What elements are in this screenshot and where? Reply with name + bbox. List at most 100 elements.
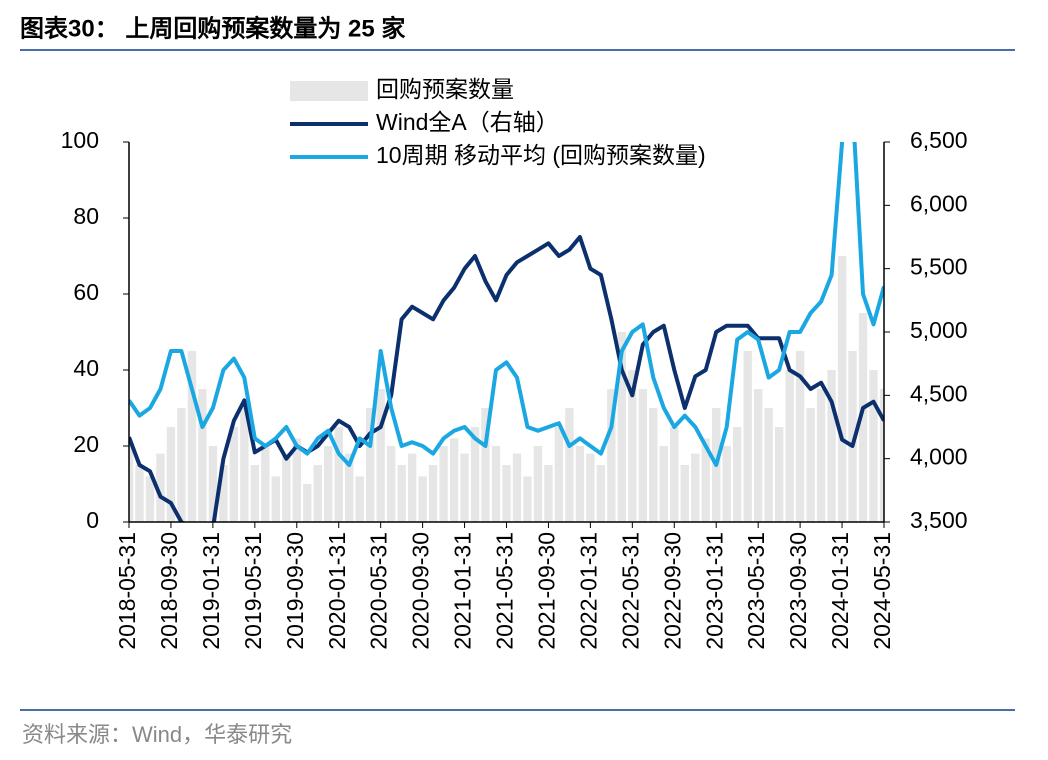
bar [565,408,574,522]
bar [575,446,585,522]
bar [753,389,763,522]
bar [680,465,689,522]
legend-label: Wind全A（右轴） [376,109,559,135]
bar [607,389,616,522]
bar [722,446,731,522]
x-tick-label: 2024-05-31 [869,532,895,650]
bar [764,408,773,522]
bar [282,453,291,522]
x-tick-label: 2018-09-30 [156,532,182,650]
bar [502,465,511,522]
bar [670,427,679,522]
legend-label: 回购预案数量 [376,76,514,102]
x-tick-label: 2023-05-31 [743,532,769,650]
y2-tick-label: 5,500 [910,254,968,280]
bar [533,446,543,522]
bar [470,427,480,522]
bar [691,453,700,522]
bar [229,427,239,522]
x-tick-label: 2023-09-30 [785,532,811,650]
x-tick-label: 2019-09-30 [282,532,308,650]
y-tick-label: 40 [73,355,99,381]
x-tick-label: 2020-05-31 [366,532,392,650]
bar [481,408,490,522]
bar [271,476,280,522]
bar [303,484,312,522]
bar [544,465,553,522]
x-tick-label: 2020-09-30 [408,532,434,650]
x-tick-label: 2021-01-31 [450,532,476,650]
bar [418,476,427,522]
x-tick-label: 2019-05-31 [240,532,266,650]
bar [523,476,532,522]
bar [376,389,385,522]
bar [240,408,249,522]
bar [145,476,155,522]
bar [743,351,752,522]
bar [806,408,815,522]
line-layer [129,142,884,522]
bar [554,427,564,522]
bar [649,408,658,522]
x-tick-label: 2021-09-30 [534,532,560,650]
x-tick-label: 2021-05-31 [492,532,518,650]
bar [345,453,354,522]
bar [586,453,595,522]
x-tick-label: 2023-01-31 [701,532,727,650]
bar [837,256,847,522]
y2-tick-label: 5,000 [910,317,968,343]
y-tick-label: 0 [86,507,99,533]
bar [135,465,144,522]
bar [596,465,606,522]
x-tick-label: 2022-09-30 [659,532,685,650]
bar [659,446,668,522]
bar [439,446,448,522]
bar [512,453,522,522]
bar [879,389,884,522]
bar [386,446,396,522]
bar [250,465,260,522]
bar [397,465,406,522]
bar [733,427,742,522]
y-tick-label: 80 [73,203,99,229]
chart-title: 图表30： 上周回购预案数量为 25 家 [20,14,405,42]
y-tick-label: 100 [61,127,99,153]
bar [365,408,375,522]
y2-tick-label: 6,500 [910,127,968,153]
bar [795,351,805,522]
y2-tick-label: 4,500 [910,380,968,406]
y2-tick-label: 3,500 [910,507,968,533]
bar [449,438,459,522]
bar [827,370,836,522]
bar [334,427,343,522]
bar [208,446,218,522]
bar [628,370,637,522]
bar [292,438,301,522]
bar [785,370,794,522]
bar [858,313,868,522]
bar [129,446,134,522]
bar [177,408,186,522]
bar [848,351,857,522]
y-tick-label: 20 [73,431,99,457]
bar [187,351,197,522]
bar [313,465,322,522]
line [129,142,884,467]
bar [324,446,333,522]
x-tick-label: 2022-05-31 [617,532,643,650]
bar [491,446,501,522]
bar [638,389,648,522]
bar [816,389,826,522]
x-tick-label: 2024-01-31 [827,532,853,650]
y2-tick-label: 6,000 [910,190,968,216]
bar [774,427,784,522]
bar [617,332,627,522]
bar [460,453,469,522]
bar [198,389,207,522]
legend-swatch [290,81,368,101]
bar [355,476,364,522]
bar [156,453,165,522]
bar [219,465,228,522]
x-tick-label: 2018-05-31 [114,532,140,650]
